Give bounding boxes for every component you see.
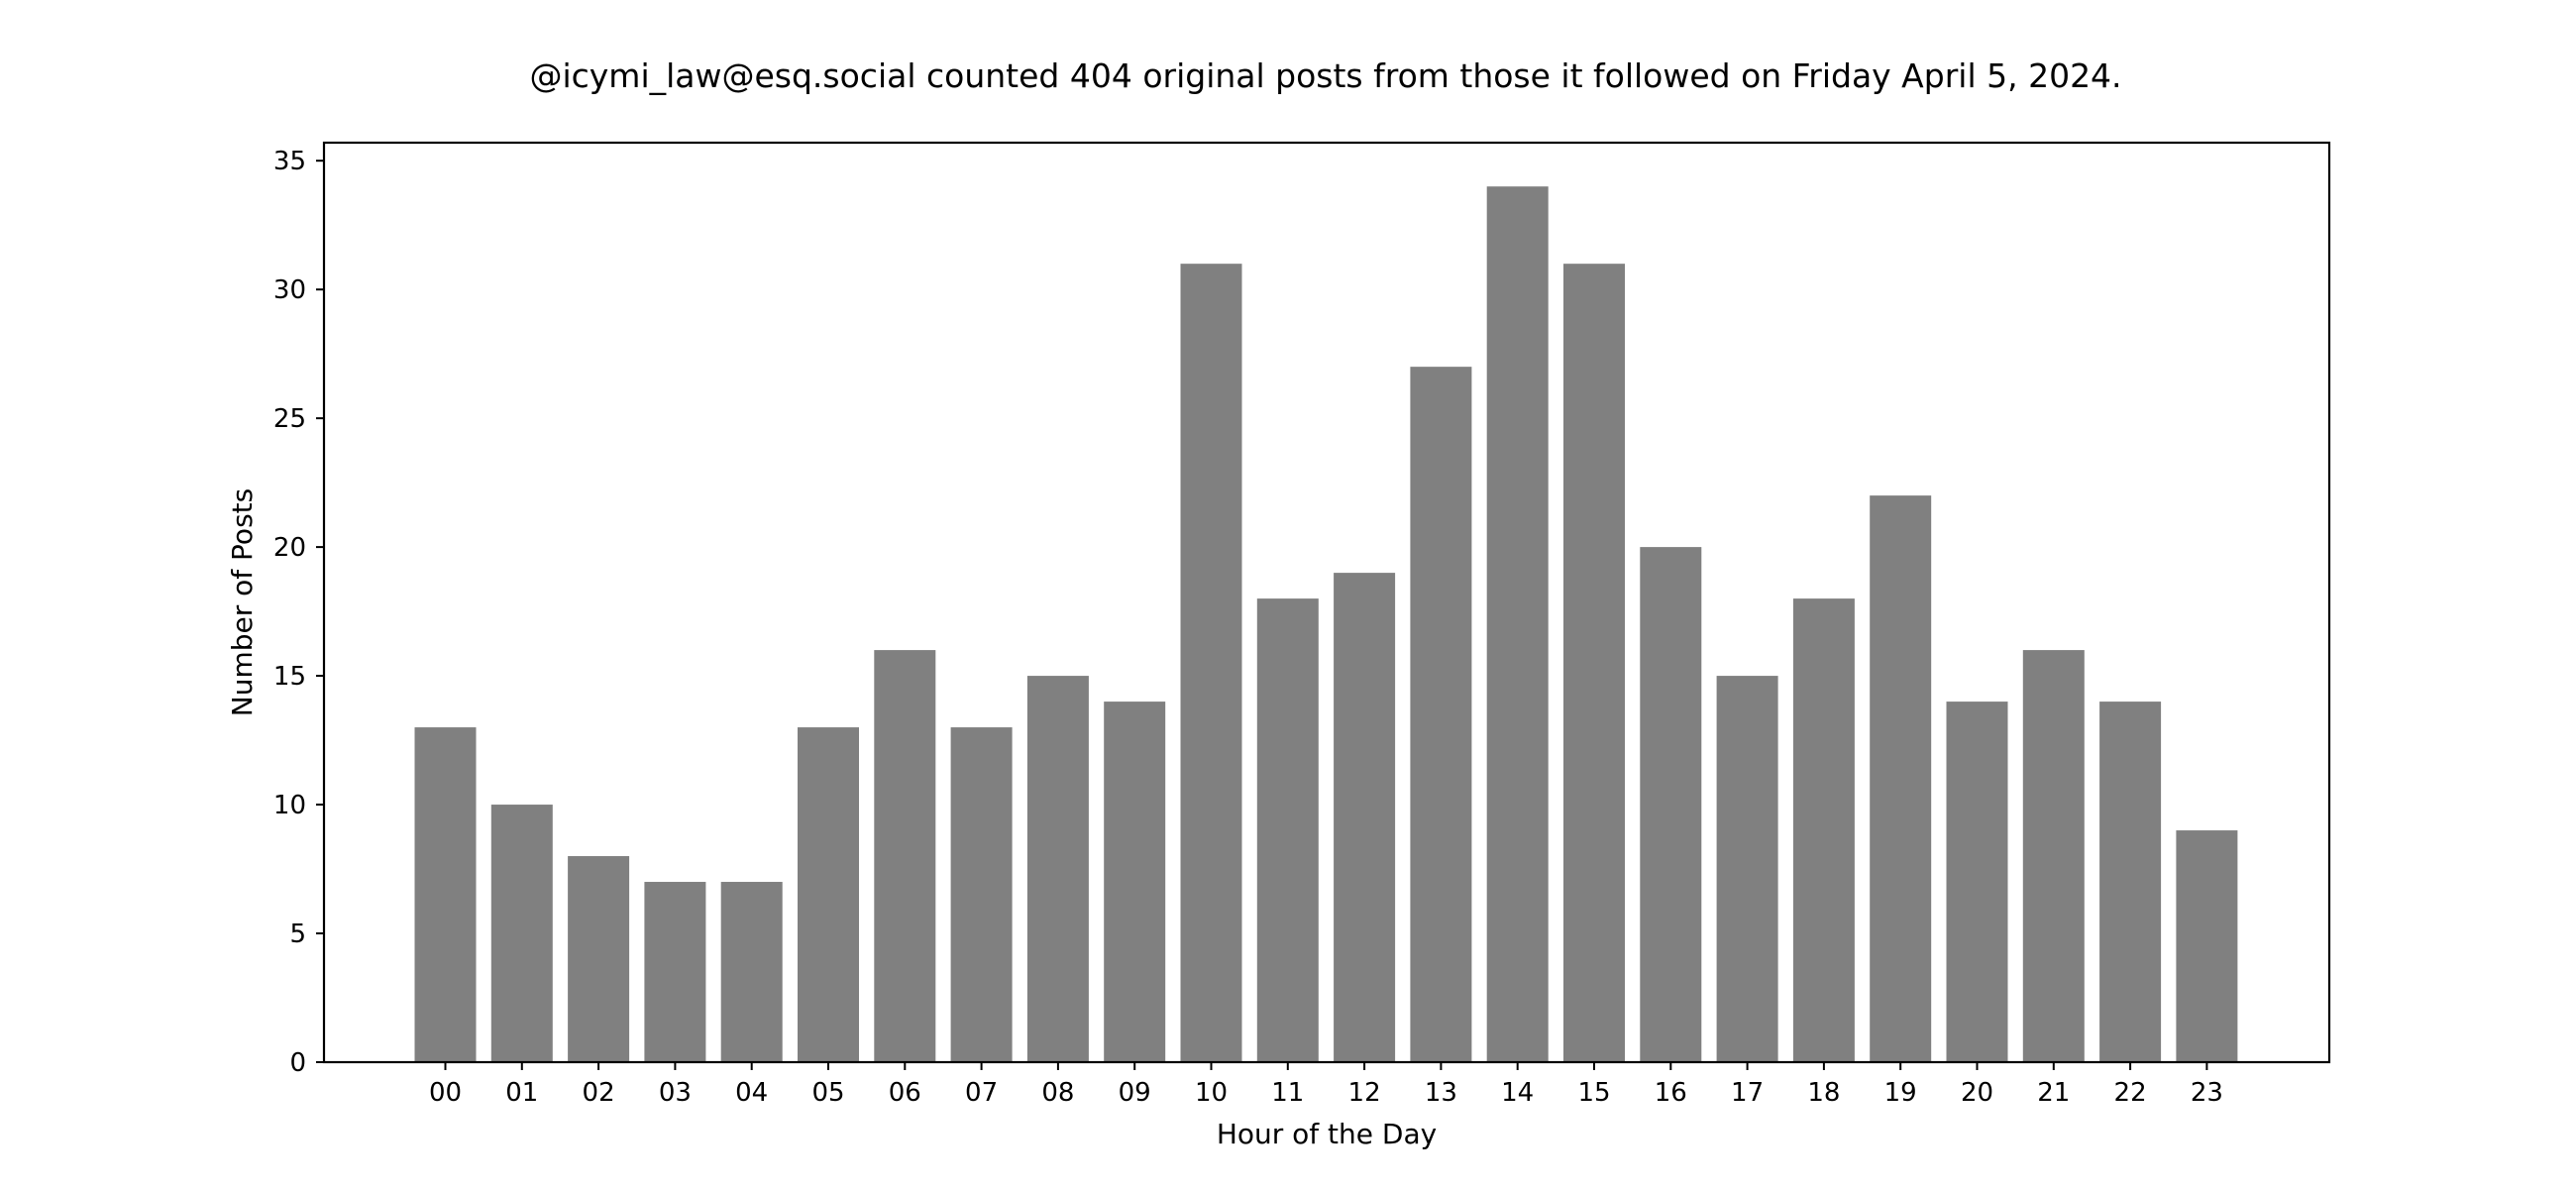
x-tick-label-12: 12 [1348, 1078, 1381, 1108]
bar-21 [2022, 650, 2085, 1062]
x-tick-label-16: 16 [1655, 1078, 1687, 1108]
x-tick-label-08: 08 [1041, 1078, 1074, 1108]
bars-group [414, 186, 2238, 1062]
bar-06 [874, 650, 936, 1062]
x-tick-label-06: 06 [889, 1078, 921, 1108]
y-tick-label-15: 15 [273, 662, 306, 692]
x-tick-label-04: 04 [735, 1078, 768, 1108]
bar-11 [1256, 598, 1319, 1062]
x-tick-label-17: 17 [1731, 1078, 1764, 1108]
bar-16 [1640, 547, 1702, 1062]
x-tick-label-02: 02 [583, 1078, 615, 1108]
bar-14 [1486, 186, 1549, 1062]
y-tick-label-35: 35 [273, 147, 306, 176]
y-tick-label-10: 10 [273, 791, 306, 820]
x-tick-label-05: 05 [811, 1078, 844, 1108]
x-tick-label-11: 11 [1271, 1078, 1304, 1108]
y-tick-label-25: 25 [273, 404, 306, 434]
y-tick-label-30: 30 [273, 275, 306, 305]
x-tick-label-01: 01 [505, 1078, 538, 1108]
x-tick-label-22: 22 [2114, 1078, 2147, 1108]
y-tick-label-0: 0 [289, 1048, 306, 1078]
x-tick-label-09: 09 [1119, 1078, 1151, 1108]
bar-10 [1180, 264, 1242, 1062]
x-tick-label-00: 00 [429, 1078, 462, 1108]
bar-04 [720, 882, 783, 1062]
bar-08 [1026, 676, 1089, 1062]
bar-18 [1792, 598, 1855, 1062]
bar-12 [1334, 573, 1396, 1062]
y-axis: 0 5 10 15 20 25 30 35 [273, 147, 324, 1078]
bar-01 [490, 805, 553, 1062]
x-tick-label-10: 10 [1195, 1078, 1228, 1108]
y-tick-label-20: 20 [273, 533, 306, 563]
x-tick-label-14: 14 [1501, 1078, 1534, 1108]
x-tick-label-20: 20 [1961, 1078, 1993, 1108]
bar-07 [950, 727, 1013, 1062]
bar-02 [568, 856, 630, 1062]
bar-00 [414, 727, 477, 1062]
x-tick-label-13: 13 [1425, 1078, 1457, 1108]
x-tick-label-21: 21 [2037, 1078, 2070, 1108]
bar-15 [1563, 264, 1625, 1062]
x-tick-label-19: 19 [1884, 1078, 1917, 1108]
bar-20 [1946, 702, 2008, 1062]
bar-17 [1716, 676, 1778, 1062]
bar-05 [798, 727, 859, 1062]
x-tick-label-07: 07 [965, 1078, 998, 1108]
y-tick-label-5: 5 [289, 919, 306, 949]
x-tick-label-23: 23 [2191, 1078, 2223, 1108]
bar-22 [2099, 702, 2162, 1062]
x-tick-label-03: 03 [659, 1078, 692, 1108]
x-axis-label: Hour of the Day [1217, 1118, 1437, 1150]
bar-09 [1104, 702, 1166, 1062]
chart-title: @icymi_law@esq.social counted 404 origin… [529, 56, 2121, 95]
plot-frame [322, 141, 2331, 1064]
y-axis-label: Number of Posts [226, 488, 259, 716]
bar-13 [1410, 367, 1472, 1062]
x-tick-label-15: 15 [1577, 1078, 1610, 1108]
bar-23 [2176, 830, 2238, 1062]
x-axis: 00 01 02 03 04 05 06 07 08 09 10 11 12 13 14 15 16 17 18 19… [429, 1062, 2223, 1108]
bar-03 [644, 882, 706, 1062]
bar-19 [1870, 495, 1932, 1062]
x-tick-label-18: 18 [1807, 1078, 1840, 1108]
